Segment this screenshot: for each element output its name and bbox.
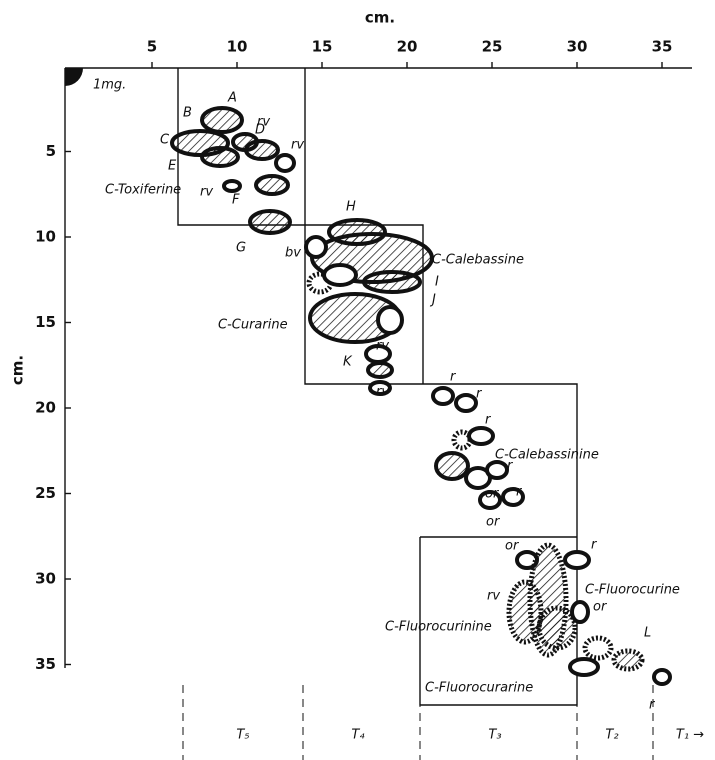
- spot: [585, 638, 611, 658]
- spots: [172, 108, 670, 684]
- spot: [469, 428, 493, 444]
- spot: [324, 265, 356, 285]
- spot: [509, 582, 541, 642]
- spot-label: C: [160, 133, 170, 148]
- spot-label: F: [232, 193, 240, 208]
- spot: [539, 608, 575, 648]
- spot-label: C-Fluorocurarine: [425, 681, 533, 696]
- zone-label: T₂: [605, 728, 618, 743]
- spot-label: B: [183, 106, 192, 121]
- spot-label: E: [168, 159, 177, 174]
- y-tick-label: 25: [35, 484, 56, 502]
- spot: [368, 363, 392, 377]
- spot: [224, 181, 240, 191]
- spot: [250, 211, 290, 233]
- spot: [202, 148, 238, 166]
- zone-label: T₄: [351, 728, 365, 743]
- x-tick-label: 5: [147, 38, 157, 56]
- y-tick-label: 5: [46, 142, 56, 160]
- spot-label: rv: [376, 385, 389, 400]
- spot: [364, 272, 420, 292]
- spot: [570, 659, 598, 675]
- origin-spot: [65, 68, 83, 86]
- spot: [565, 552, 589, 568]
- chromatogram: cm. cm. 1mg. ABCDrvrvEC-ToxiferinervFGbv…: [0, 0, 715, 760]
- spot: [572, 602, 588, 622]
- zone-dividers: [183, 685, 653, 760]
- spot-label: C-Toxiferine: [105, 183, 181, 198]
- x-axis-label: cm.: [365, 9, 395, 27]
- spot-label: bv: [285, 246, 301, 261]
- spot-label: r: [649, 698, 656, 713]
- y-tick-label: 30: [35, 570, 56, 588]
- x-tick-label: 35: [652, 38, 673, 56]
- spot-label: C-Curarine: [218, 318, 288, 333]
- spot: [436, 453, 468, 479]
- spot-label: C-Calebassine: [432, 253, 524, 268]
- spot: [202, 108, 242, 132]
- spot-label: r: [591, 538, 598, 553]
- spot-label: I: [435, 275, 439, 290]
- amount-label: 1mg.: [93, 78, 126, 93]
- y-tick-label: 15: [35, 313, 56, 331]
- spot-label: L: [644, 626, 651, 641]
- zone-label: T₃: [488, 728, 501, 743]
- spot-label: r: [476, 387, 483, 402]
- spot: [433, 388, 453, 404]
- spot: [256, 176, 288, 194]
- y-tick-label: 35: [35, 655, 56, 673]
- spot-label: rv: [487, 589, 500, 604]
- spot-label: rv: [376, 339, 389, 354]
- spot-label: J: [429, 293, 436, 308]
- spot: [614, 651, 642, 669]
- y-axis-label: cm.: [9, 355, 27, 385]
- x-tick-label: 20: [397, 38, 418, 56]
- x-tick-label: 30: [567, 38, 588, 56]
- spot-label: A: [227, 91, 237, 106]
- spot-label: K: [343, 355, 353, 370]
- spot: [487, 462, 507, 478]
- spot-label: or: [593, 600, 608, 615]
- spot: [306, 237, 326, 257]
- y-tick-label: 20: [35, 399, 56, 417]
- spot-label: rv: [257, 115, 270, 130]
- y-tick-label: 10: [35, 228, 56, 246]
- spot-label: or: [486, 515, 501, 530]
- spot-label: H: [346, 200, 356, 215]
- spot: [654, 670, 670, 684]
- spot: [276, 155, 294, 171]
- spot-label: rv: [291, 138, 304, 153]
- spot: [233, 134, 257, 150]
- spot-label: rv: [200, 185, 213, 200]
- x-tick-label: 25: [482, 38, 503, 56]
- zone-label: T₅: [236, 728, 249, 743]
- spot-label: C-Fluorocurinine: [385, 620, 492, 635]
- spot-label: r: [450, 370, 457, 385]
- zone-label: T₁ →: [676, 728, 704, 743]
- spot-label: or: [485, 487, 500, 502]
- spot-label: or: [505, 539, 520, 554]
- spot: [378, 307, 402, 333]
- spot-label: C-Fluorocurine: [585, 583, 680, 598]
- x-tick-label: 10: [227, 38, 248, 56]
- x-tick-label: 15: [312, 38, 333, 56]
- spot-label: G: [236, 241, 246, 256]
- spot-label: r: [485, 413, 492, 428]
- spot: [456, 395, 476, 411]
